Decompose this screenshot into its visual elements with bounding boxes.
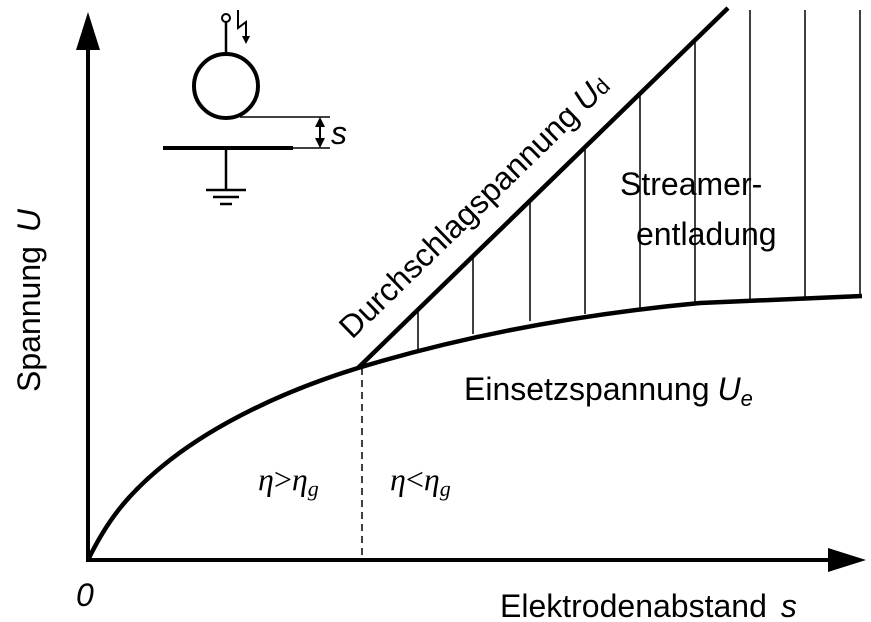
gap-label: s [331, 115, 347, 151]
inception-label: Einsetzspannung Ue [464, 371, 753, 411]
text-part: g [440, 476, 451, 501]
region-label: Streamer- [620, 166, 762, 202]
y-axis-label: Spannung U [11, 208, 47, 392]
inset [163, 10, 330, 206]
x-arrow [828, 548, 866, 572]
breakdown-label: DurchschlagspannungUd [332, 67, 616, 345]
text-part: Einsetzspannung [464, 371, 710, 407]
shape [221, 13, 231, 23]
text-part: Durchschlagspannung [332, 97, 585, 345]
hatching [417, 10, 861, 350]
text-part: U [718, 371, 742, 407]
shape [242, 36, 250, 44]
text-part: η [258, 461, 274, 497]
text-part: η [390, 461, 406, 497]
text-part: Elektrodenabstand [500, 588, 767, 622]
axes [86, 45, 835, 562]
shape [237, 10, 247, 40]
shape [315, 117, 325, 127]
text-part: g [308, 476, 319, 501]
text-part: Spannung [11, 246, 47, 392]
inception-curve [85, 293, 863, 561]
text-part: > [274, 461, 292, 497]
y-arrow [76, 12, 100, 50]
text-part: < [406, 461, 424, 497]
shape [192, 52, 260, 120]
condition-left: η>ηg [258, 461, 319, 501]
condition-right: η<ηg [390, 461, 451, 501]
breakdown-line [356, 6, 730, 370]
text-part: η [424, 461, 440, 497]
text-part: e [741, 386, 753, 411]
text-part: U [11, 208, 47, 232]
origin-label: 0 [76, 577, 94, 613]
shape [315, 138, 325, 148]
x-axis-label: Elektrodenabstand s [500, 588, 797, 622]
text-part: s [781, 588, 797, 622]
region-label: entladung [636, 216, 777, 252]
text-part: η [292, 461, 308, 497]
